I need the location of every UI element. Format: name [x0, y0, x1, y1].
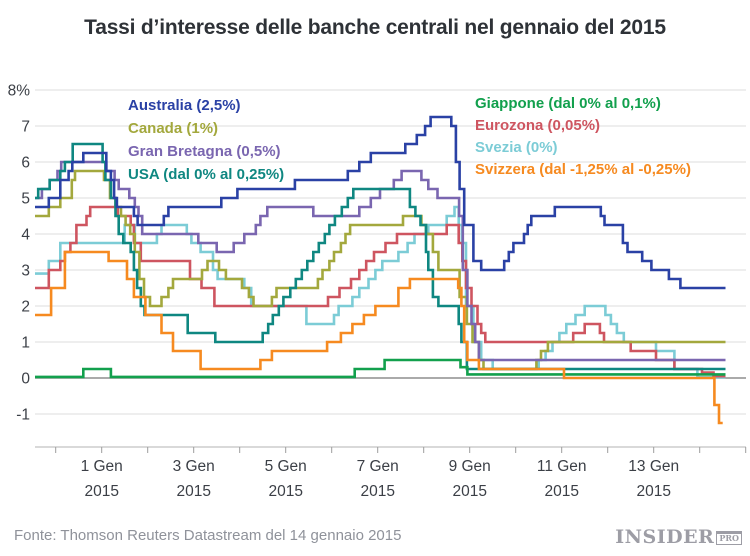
- legend-item-gran-bretagna: Gran Bretagna (0,5%): [128, 143, 281, 160]
- x-tick-label-year: 2015: [544, 483, 578, 500]
- y-tick-label: 2: [21, 299, 30, 316]
- legend-item-eurozona: Eurozona (0,05%): [475, 117, 601, 134]
- x-tick-label: 9 Gen: [449, 458, 491, 475]
- legend-item-canada: Canada (1%): [128, 120, 219, 137]
- x-tick-label: 11 Gen: [537, 458, 587, 475]
- source-note: Fonte: Thomson Reuters Datastream del 14…: [14, 527, 402, 544]
- legend-item-giappone: Giappone (dal 0% al 0,1%): [475, 95, 661, 112]
- y-tick-label: 4: [21, 227, 30, 244]
- series-giappone: [35, 358, 726, 379]
- series-australia: [35, 115, 726, 290]
- x-tick-label-year: 2015: [176, 483, 210, 500]
- x-tick-label: 5 Gen: [265, 458, 307, 475]
- y-tick-label: 0: [21, 371, 30, 388]
- legend-item-usa: USA (dal 0% al 0,25%): [128, 166, 285, 183]
- y-tick-label: 1: [21, 335, 30, 352]
- x-tick-label: 3 Gen: [173, 458, 215, 475]
- x-tick-label-year: 2015: [268, 483, 302, 500]
- series-gran-bretagna: [35, 160, 726, 362]
- y-tick-label: 6: [21, 155, 30, 172]
- legend-left-column: Australia (2,5%) Canada (1%) Gran Bretag…: [128, 94, 284, 186]
- x-tick-label: 13 Gen: [628, 458, 679, 475]
- y-tick-label: 7: [21, 119, 30, 136]
- series-svizzera: [35, 250, 723, 425]
- series-canada: [35, 169, 726, 371]
- x-tick-label: 7 Gen: [357, 458, 399, 475]
- legend-item-australia: Australia (2,5%): [128, 97, 241, 114]
- brand-logo-text: INSIDER: [615, 526, 715, 548]
- x-tick-label-year: 2015: [452, 483, 486, 500]
- y-tick-label: 8%: [8, 83, 31, 100]
- x-tick-label-year: 2015: [636, 483, 670, 500]
- chart-title: Tassi d’interesse delle banche centrali …: [84, 16, 666, 39]
- x-tick-label-year: 2015: [360, 483, 394, 500]
- y-tick-label: -1: [16, 407, 30, 424]
- y-tick-label: 3: [21, 263, 30, 280]
- legend-right-column: Giappone (dal 0% al 0,1%) Eurozona (0,05…: [475, 93, 691, 181]
- series-svezia: [35, 205, 726, 379]
- series-usa: [35, 142, 726, 371]
- series-eurozona: [35, 205, 726, 378]
- x-tick-label-year: 2015: [84, 483, 118, 500]
- y-tick-label: 5: [21, 191, 30, 208]
- legend-item-svizzera: Svizzera (dal -1,25% al -0,25%): [475, 161, 691, 178]
- x-tick-label: 1 Gen: [81, 458, 123, 475]
- legend-item-svezia: Svezia (0%): [475, 139, 558, 156]
- brand-logo: INSIDER PRO: [615, 527, 742, 547]
- brand-logo-badge: PRO: [716, 531, 742, 545]
